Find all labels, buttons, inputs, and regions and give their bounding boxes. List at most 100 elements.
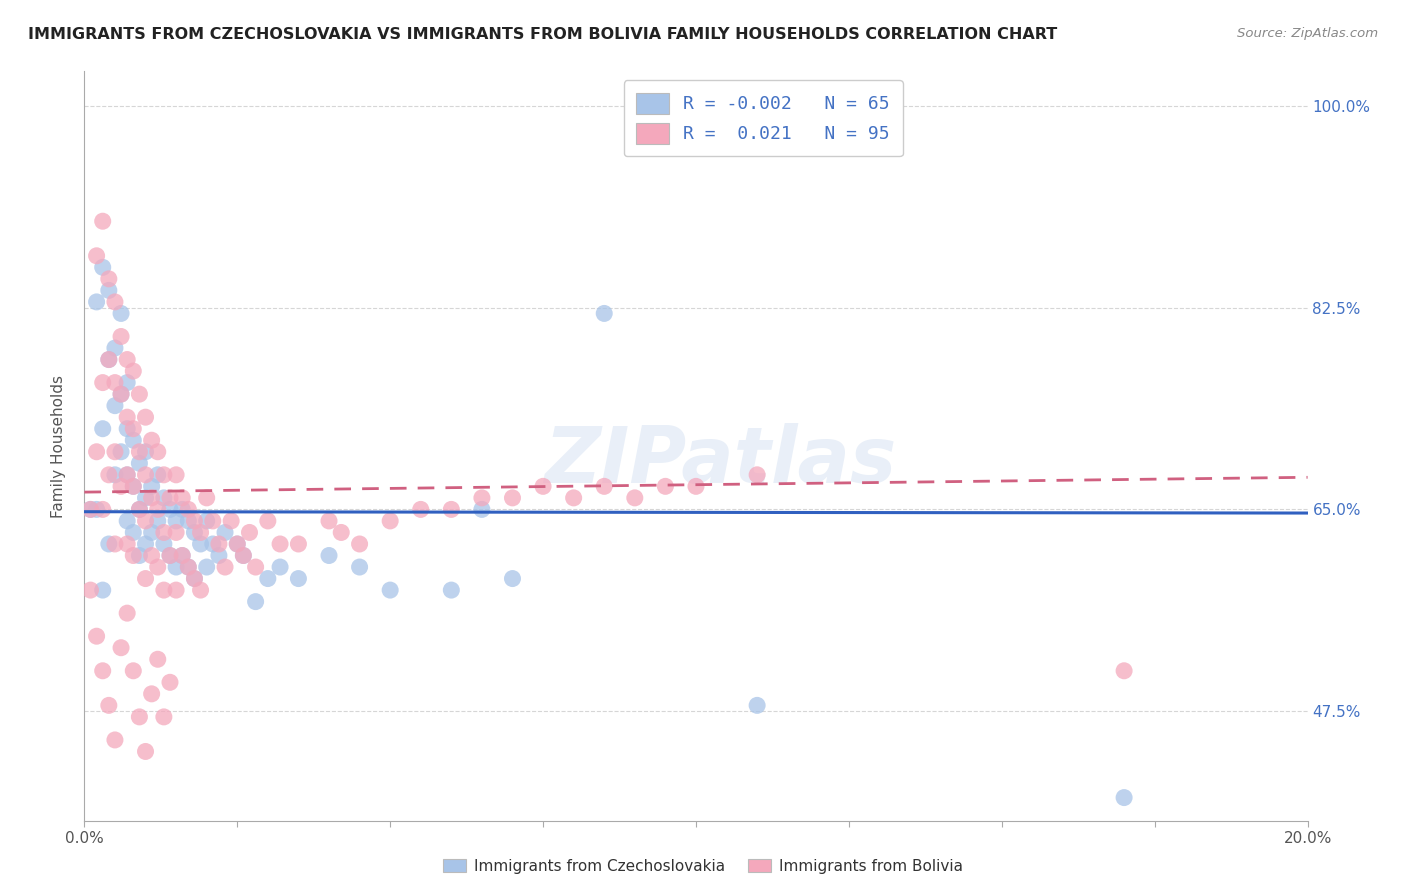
Point <box>141 491 163 505</box>
Point <box>269 537 291 551</box>
Point <box>110 640 132 655</box>
Point <box>97 537 120 551</box>
Point <box>115 410 138 425</box>
Point <box>165 583 187 598</box>
Point <box>97 352 120 367</box>
Point <box>183 525 205 540</box>
Point <box>165 525 187 540</box>
Point <box>135 514 157 528</box>
Point <box>135 444 157 458</box>
Point <box>146 514 169 528</box>
Point <box>122 664 145 678</box>
Point <box>104 376 127 390</box>
Text: IMMIGRANTS FROM CZECHOSLOVAKIA VS IMMIGRANTS FROM BOLIVIA FAMILY HOUSEHOLDS CORR: IMMIGRANTS FROM CZECHOSLOVAKIA VS IMMIGR… <box>28 27 1057 42</box>
Point <box>128 456 150 470</box>
Point <box>183 514 205 528</box>
Point <box>159 675 181 690</box>
Point <box>79 502 101 516</box>
Point <box>79 502 101 516</box>
Legend: R = -0.002   N = 65, R =  0.021   N = 95: R = -0.002 N = 65, R = 0.021 N = 95 <box>624 80 903 156</box>
Point <box>440 583 463 598</box>
Point <box>110 306 132 320</box>
Point <box>128 549 150 563</box>
Point <box>562 491 585 505</box>
Point <box>91 260 114 275</box>
Point <box>409 502 432 516</box>
Point <box>190 537 212 551</box>
Point <box>128 710 150 724</box>
Point <box>141 549 163 563</box>
Point <box>97 272 120 286</box>
Point <box>318 514 340 528</box>
Point <box>86 444 108 458</box>
Point <box>232 549 254 563</box>
Point <box>141 687 163 701</box>
Point <box>135 572 157 586</box>
Point <box>172 491 194 505</box>
Point <box>330 525 353 540</box>
Point <box>122 434 145 448</box>
Point <box>232 549 254 563</box>
Point <box>135 537 157 551</box>
Point <box>128 444 150 458</box>
Point <box>747 467 769 482</box>
Point <box>245 560 267 574</box>
Point <box>208 537 231 551</box>
Point <box>146 467 169 482</box>
Point <box>190 583 212 598</box>
Point <box>257 572 280 586</box>
Point <box>86 502 108 516</box>
Point <box>146 652 169 666</box>
Point <box>159 502 181 516</box>
Point <box>287 537 309 551</box>
Point <box>141 434 163 448</box>
Point <box>502 491 524 505</box>
Point <box>115 606 138 620</box>
Point <box>177 560 200 574</box>
Y-axis label: Family Households: Family Households <box>51 375 66 517</box>
Point <box>115 422 138 436</box>
Point <box>115 537 138 551</box>
Point <box>183 572 205 586</box>
Point <box>349 560 371 574</box>
Point <box>86 249 108 263</box>
Point <box>195 491 218 505</box>
Point <box>86 629 108 643</box>
Text: Source: ZipAtlas.com: Source: ZipAtlas.com <box>1237 27 1378 40</box>
Point <box>104 733 127 747</box>
Point <box>146 560 169 574</box>
Text: ZIPatlas: ZIPatlas <box>544 423 897 499</box>
Point <box>747 698 769 713</box>
Point <box>380 514 402 528</box>
Point <box>115 376 138 390</box>
Point <box>153 583 176 598</box>
Point <box>471 502 494 516</box>
Point <box>146 444 169 458</box>
Point <box>91 376 114 390</box>
Point <box>128 502 150 516</box>
Point <box>287 572 309 586</box>
Point <box>104 341 127 355</box>
Point <box>201 537 224 551</box>
Point <box>115 467 138 482</box>
Point <box>502 572 524 586</box>
Point <box>1114 790 1136 805</box>
Point <box>245 594 267 608</box>
Point <box>593 479 616 493</box>
Point <box>177 514 200 528</box>
Point <box>110 387 132 401</box>
Point <box>79 583 101 598</box>
Point <box>349 537 371 551</box>
Point <box>159 491 181 505</box>
Point <box>110 329 132 343</box>
Point <box>685 479 707 493</box>
Point <box>624 491 647 505</box>
Point <box>195 514 218 528</box>
Point <box>97 467 120 482</box>
Point <box>165 514 187 528</box>
Point <box>91 214 114 228</box>
Legend: Immigrants from Czechoslovakia, Immigrants from Bolivia: Immigrants from Czechoslovakia, Immigran… <box>437 853 969 880</box>
Point <box>226 537 249 551</box>
Point <box>165 560 187 574</box>
Point <box>172 549 194 563</box>
